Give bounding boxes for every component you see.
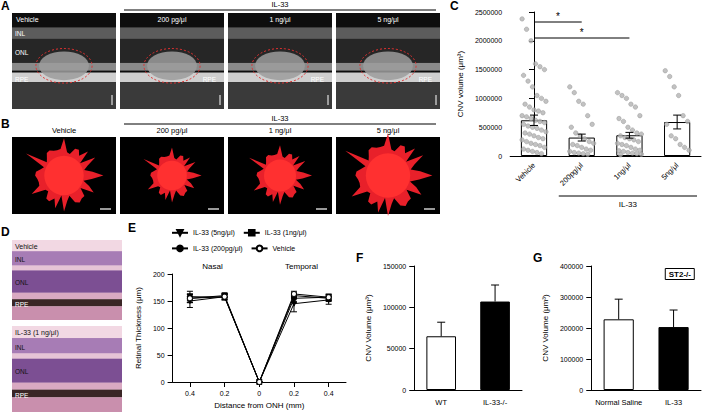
- svg-text:Temporal: Temporal: [285, 262, 318, 271]
- svg-text:0: 0: [257, 390, 261, 397]
- svg-text:1000000: 1000000: [475, 95, 502, 102]
- svg-text:RPE: RPE: [15, 76, 29, 83]
- svg-text:1ng/μl: 1ng/μl: [612, 161, 633, 182]
- svg-text:500000: 500000: [479, 124, 502, 131]
- svg-text:RPE: RPE: [15, 301, 29, 308]
- svg-text:150: 150: [153, 298, 165, 305]
- svg-text:0.2: 0.2: [289, 390, 299, 397]
- svg-text:IL-33: IL-33: [619, 200, 638, 209]
- svg-text:100000: 100000: [560, 356, 583, 363]
- svg-text:INL: INL: [15, 344, 26, 351]
- svg-text:*: *: [580, 27, 584, 38]
- svg-text:CNV Volume (μm³): CNV Volume (μm³): [541, 294, 550, 362]
- svg-text:E: E: [128, 221, 136, 235]
- svg-text:ONL: ONL: [15, 368, 29, 375]
- svg-text:Distance from ONH (mm): Distance from ONH (mm): [214, 401, 305, 410]
- svg-text:200 pg/μl: 200 pg/μl: [156, 126, 187, 135]
- svg-text:200 pg/μl: 200 pg/μl: [158, 16, 187, 24]
- svg-text:100: 100: [153, 325, 165, 332]
- svg-text:1 ng/μl: 1 ng/μl: [269, 126, 292, 135]
- svg-text:Vehicle: Vehicle: [273, 245, 296, 252]
- svg-text:IL-33 (200pg/μl): IL-33 (200pg/μl): [193, 245, 243, 253]
- svg-text:CNV Volume (μm³): CNV Volume (μm³): [364, 294, 373, 362]
- svg-text:Vehicle: Vehicle: [52, 126, 76, 135]
- svg-text:1 ng/μl: 1 ng/μl: [269, 16, 291, 24]
- svg-text:300000: 300000: [560, 294, 583, 301]
- svg-text:0.2: 0.2: [220, 390, 230, 397]
- svg-text:RPE: RPE: [15, 392, 29, 399]
- svg-text:A: A: [1, 0, 10, 13]
- svg-text:5ng/μl: 5ng/μl: [659, 161, 680, 182]
- svg-text:200pg/μl: 200pg/μl: [558, 161, 585, 188]
- svg-text:IL-33 (1ng/μl): IL-33 (1ng/μl): [265, 229, 307, 237]
- svg-text:F: F: [356, 251, 363, 265]
- svg-text:WT: WT: [435, 398, 447, 407]
- svg-text:RPE: RPE: [311, 76, 325, 83]
- svg-text:RPE: RPE: [203, 76, 217, 83]
- svg-text:Normal Saline: Normal Saline: [595, 398, 642, 407]
- svg-text:5 ng/μl: 5 ng/μl: [377, 16, 399, 24]
- svg-text:IL-33: IL-33: [271, 114, 288, 123]
- svg-text:Vehicle: Vehicle: [15, 243, 38, 250]
- svg-text:INL: INL: [15, 30, 26, 37]
- svg-text:IL-33: IL-33: [665, 398, 682, 407]
- svg-text:0: 0: [402, 387, 406, 394]
- svg-text:ST2-/-: ST2-/-: [669, 270, 692, 279]
- svg-text:150000: 150000: [383, 263, 406, 270]
- svg-text:ONL: ONL: [15, 279, 29, 286]
- svg-text:50000: 50000: [387, 345, 407, 352]
- svg-text:ONL: ONL: [15, 49, 29, 56]
- svg-text:IL-33 (1 ng/μl): IL-33 (1 ng/μl): [15, 329, 59, 337]
- svg-text:5 ng/μl: 5 ng/μl: [377, 126, 400, 135]
- svg-text:B: B: [1, 117, 10, 131]
- svg-text:1500000: 1500000: [475, 66, 502, 73]
- svg-text:CNV volume (μm³): CNV volume (μm³): [456, 50, 465, 117]
- svg-text:Vehicle: Vehicle: [514, 161, 537, 184]
- svg-text:0.4: 0.4: [185, 390, 195, 397]
- svg-text:Nasal: Nasal: [202, 262, 223, 271]
- svg-text:2000000: 2000000: [475, 37, 502, 44]
- svg-text:IL-33 (5ng/μl): IL-33 (5ng/μl): [193, 229, 235, 237]
- svg-text:0: 0: [161, 379, 165, 386]
- svg-text:2500000: 2500000: [475, 9, 502, 16]
- svg-text:C: C: [450, 0, 459, 13]
- svg-text:100000: 100000: [383, 304, 406, 311]
- svg-text:50: 50: [157, 352, 165, 359]
- svg-text:Vehicle: Vehicle: [16, 16, 39, 23]
- svg-text:0.4: 0.4: [324, 390, 334, 397]
- svg-text:0: 0: [498, 153, 502, 160]
- svg-text:IL-33-/-: IL-33-/-: [483, 398, 508, 407]
- svg-text:G: G: [533, 251, 542, 265]
- svg-text:D: D: [1, 225, 10, 239]
- svg-text:IL-33: IL-33: [271, 0, 288, 9]
- svg-text:Retinal Thickness (μm): Retinal Thickness (μm): [134, 287, 143, 369]
- svg-text:RPE: RPE: [419, 76, 433, 83]
- svg-text:400000: 400000: [560, 263, 583, 270]
- svg-text:200: 200: [153, 271, 165, 278]
- svg-text:INL: INL: [15, 256, 26, 263]
- svg-text:*: *: [556, 11, 560, 22]
- svg-text:200000: 200000: [560, 325, 583, 332]
- svg-text:0: 0: [579, 387, 583, 394]
